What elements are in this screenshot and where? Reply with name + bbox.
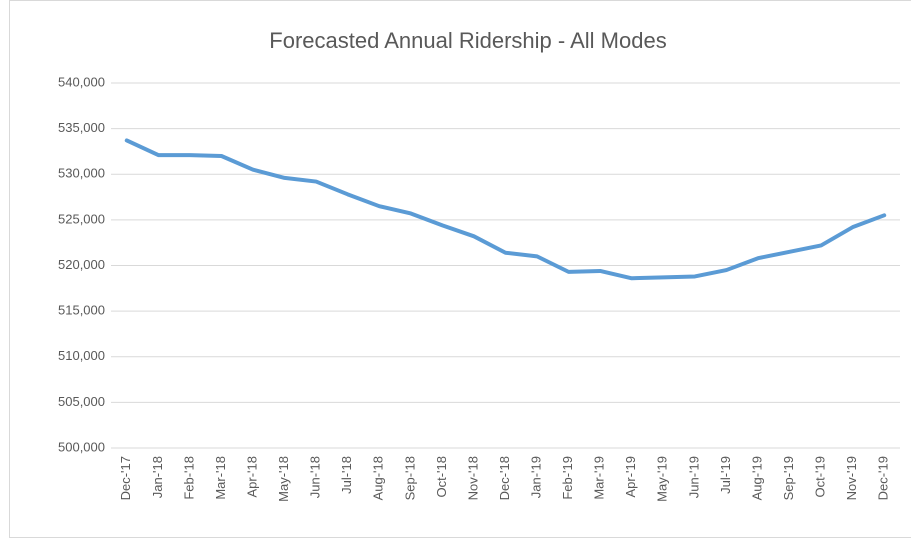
- x-tick-label: Aug-'18: [371, 456, 386, 500]
- x-tick-label: Jan-'18: [150, 456, 165, 498]
- x-tick-label: Mar-'19: [592, 456, 607, 500]
- x-tick-label: Jun-'18: [308, 456, 323, 498]
- x-tick-label: Sep-'19: [781, 456, 796, 500]
- x-tick-label: Jul-'18: [339, 456, 354, 494]
- x-tick-label: Oct-'19: [813, 456, 828, 498]
- y-tick-label: 505,000: [58, 394, 105, 409]
- y-tick-label: 515,000: [58, 303, 105, 318]
- x-tick-label: Nov-'18: [465, 456, 480, 500]
- x-tick-label: Apr-'18: [244, 456, 259, 498]
- y-tick-label: 525,000: [58, 211, 105, 226]
- y-tick-label: 510,000: [58, 348, 105, 363]
- x-tick-label: Jun-'19: [686, 456, 701, 498]
- y-tick-label: 520,000: [58, 257, 105, 272]
- chart-title: Forecasted Annual Ridership - All Modes: [269, 28, 666, 53]
- x-tick-label: Sep-'18: [402, 456, 417, 500]
- y-tick-label: 530,000: [58, 166, 105, 181]
- x-tick-label: Apr-'19: [623, 456, 638, 498]
- x-tick-label: Feb-'18: [181, 456, 196, 500]
- y-tick-label: 500,000: [58, 439, 105, 454]
- x-tick-label: Feb-'19: [560, 456, 575, 500]
- line-series: [124, 138, 887, 281]
- x-tick-label: Dec-'17: [118, 456, 133, 500]
- x-tick-label: Mar-'18: [213, 456, 228, 500]
- x-tick-label: Jul-'19: [718, 456, 733, 494]
- x-tick-label: Aug-'19: [749, 456, 764, 500]
- x-tick-label: May-'19: [655, 456, 670, 502]
- x-tick-label: Oct-'18: [434, 456, 449, 498]
- x-tick-label: Nov-'19: [844, 456, 859, 500]
- x-tick-label: Dec-'19: [876, 456, 891, 500]
- y-tick-label: 540,000: [58, 74, 105, 89]
- chart-frame: [9, 0, 911, 538]
- y-tick-label: 535,000: [58, 120, 105, 135]
- x-tick-label: Jan-'19: [528, 456, 543, 498]
- x-tick-label: Dec-'18: [497, 456, 512, 500]
- x-tick-label: May-'18: [276, 456, 291, 502]
